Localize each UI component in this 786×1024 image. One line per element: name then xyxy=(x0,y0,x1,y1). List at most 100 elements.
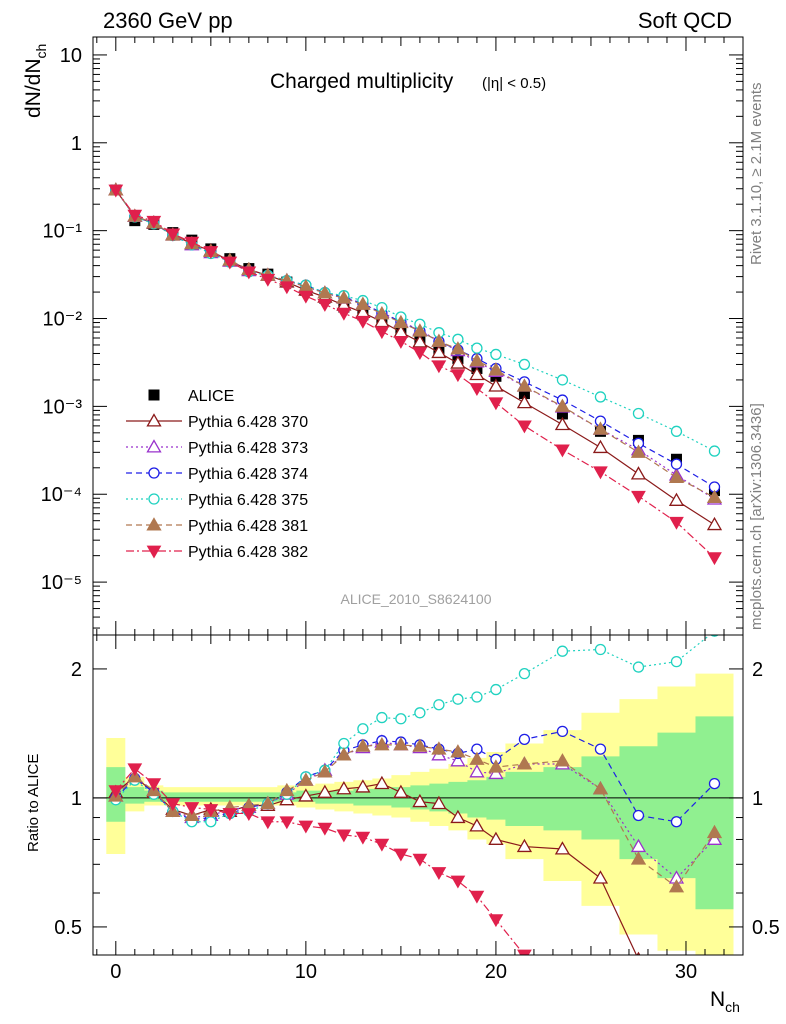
legend-item-p381: Pythia 6.428 381 xyxy=(126,517,308,535)
legend-item-p375: Pythia 6.428 375 xyxy=(126,492,308,509)
y-tick-label: 1 xyxy=(71,133,82,155)
ratio-y-tick-label: 1 xyxy=(71,788,82,810)
point-p375-20 xyxy=(490,348,502,361)
y-axis-label-main: dN/dNch xyxy=(22,44,49,118)
ratio-point-p370-15 xyxy=(393,784,409,798)
ratio-point-p382-4 xyxy=(184,802,200,815)
watermark: ALICE_2010_S8624100 xyxy=(340,591,491,607)
ratio-point-p373-20 xyxy=(488,765,504,780)
legend-item-ALICE: ALICE xyxy=(148,388,234,405)
main-panel-curves xyxy=(108,182,723,566)
point-p375-22 xyxy=(556,374,569,386)
rivet-label: Rivet 3.1.10, ≥ 2.1M events xyxy=(748,82,765,266)
point-p382-12 xyxy=(336,307,352,321)
legend-item-p370: Pythia 6.428 370 xyxy=(126,413,308,431)
point-p375-26 xyxy=(708,445,721,457)
ratio-point-p373-19 xyxy=(469,764,485,778)
legend-marker xyxy=(146,517,162,531)
header-process: Soft QCD xyxy=(637,8,732,33)
legend-marker xyxy=(146,439,162,453)
ratio-point-p382-3 xyxy=(165,798,181,812)
series-line-p375 xyxy=(115,189,715,452)
point-p382-25 xyxy=(669,516,684,530)
point-p370-18 xyxy=(450,355,466,369)
ratio-point-p382-20 xyxy=(488,914,504,928)
point-p382-15 xyxy=(393,335,409,349)
ratio-point-p381-13 xyxy=(355,738,371,752)
ratio-point-p370-12 xyxy=(336,781,352,795)
ratio-point-p382-21 xyxy=(517,949,532,955)
ratio-point-p370-11 xyxy=(317,784,333,798)
point-p382-17 xyxy=(431,360,447,374)
ratio-point-p381-15 xyxy=(393,737,409,751)
point-p382-9 xyxy=(279,281,295,295)
point-p382-22 xyxy=(555,444,570,458)
axes-ticks: 0 10 20 30 10 1 10⁻¹ 10⁻² 10⁻³ 10⁻⁴ 10⁻⁵ 0.5 0.5 1 1 2 2 xyxy=(41,37,780,983)
ratio-point-p381-17 xyxy=(431,741,447,755)
point-p381-23 xyxy=(592,421,609,435)
point-p382-26 xyxy=(707,552,722,566)
ratio-point-p373-26 xyxy=(706,831,723,845)
ratio-y-tick-label: 0.5 xyxy=(54,917,82,939)
ratio-point-p375-24 xyxy=(632,661,645,673)
ratio-point-p382-7 xyxy=(241,808,257,821)
ratio-point-p382-12 xyxy=(336,829,352,843)
point-p381-17 xyxy=(431,333,447,347)
ratio-point-p381-12 xyxy=(336,747,352,761)
ratio-point-p381-20 xyxy=(488,759,504,773)
plot-title-suffix: (|η| < 0.5) xyxy=(482,75,546,92)
point-p381-25 xyxy=(668,469,685,484)
ratio-point-p382-22 xyxy=(556,964,569,975)
point-p382-1 xyxy=(127,209,143,223)
ratio-point-p370-17 xyxy=(431,795,447,810)
ratio-point-p375-14 xyxy=(376,711,388,724)
ratio-point-p382-10 xyxy=(298,820,314,834)
ratio-point-p382-16 xyxy=(412,853,428,867)
point-p381-14 xyxy=(374,306,390,320)
ratio-point-p381-8 xyxy=(260,795,276,810)
point-p382-13 xyxy=(355,315,371,329)
legend-marker xyxy=(146,413,162,427)
svg-text:Ratio to ALICE: Ratio to ALICE xyxy=(25,754,42,852)
ratio-point-p382-9 xyxy=(279,816,295,830)
ratio-point-p370-20 xyxy=(488,831,504,845)
ratio-point-p375-15 xyxy=(395,713,407,725)
ratio-point-p381-16 xyxy=(412,738,428,752)
ratio-point-p370-23 xyxy=(592,870,609,884)
series-p382 xyxy=(108,184,722,566)
ratio-point-p381-19 xyxy=(469,751,485,765)
point-p382-19 xyxy=(469,383,485,396)
point-p375-25 xyxy=(670,425,683,437)
point-p370-22 xyxy=(554,416,571,431)
x-tick-label: 10 xyxy=(295,961,317,983)
legend-marker xyxy=(148,467,160,479)
x-tick-label: 0 xyxy=(110,961,121,983)
ratio-y-tick-label-right: 1 xyxy=(752,788,763,810)
ratio-panel-curves xyxy=(108,635,723,975)
point-p381-15 xyxy=(393,314,409,329)
ratio-point-p381-22 xyxy=(554,753,571,767)
ratio-y-tick-label-right: 0.5 xyxy=(752,917,780,939)
legend-item-p374: Pythia 6.428 374 xyxy=(126,466,308,483)
ratio-point-p382-14 xyxy=(374,838,390,852)
point-p381-11 xyxy=(317,285,333,299)
ratio-point-p382-13 xyxy=(355,831,371,845)
point-p381-20 xyxy=(488,362,504,376)
plot-title: Charged multiplicity xyxy=(270,70,454,93)
point-p382-4 xyxy=(184,236,200,250)
point-p375-24 xyxy=(632,407,645,420)
ratio-point-p381-21 xyxy=(516,756,533,770)
y-tick-label: 10⁻¹ xyxy=(43,221,83,243)
point-p381-16 xyxy=(412,323,428,337)
point-p382-20 xyxy=(488,397,504,411)
ratio-point-p375-22 xyxy=(556,645,569,657)
y-axis-label-ratio: Ratio to ALICE xyxy=(25,754,42,852)
ratio-point-p370-19 xyxy=(469,818,485,832)
point-p370-23 xyxy=(592,439,609,454)
point-p381-21 xyxy=(516,378,533,392)
y-axis-label-main-text: dN/dN xyxy=(22,58,45,118)
legend-marker xyxy=(148,493,160,505)
point-p381-13 xyxy=(355,296,371,310)
ratio-point-p382-1 xyxy=(127,763,143,777)
y-axis-label-main-sub: ch xyxy=(33,44,49,59)
